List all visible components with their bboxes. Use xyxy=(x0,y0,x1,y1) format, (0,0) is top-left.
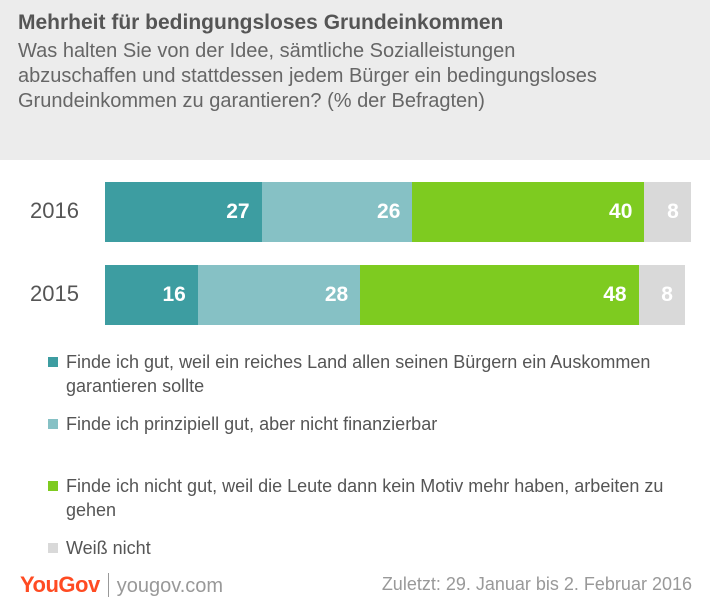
legend-item-4: Weiß nicht xyxy=(48,536,688,560)
survey-date-note: Zuletzt: 29. Januar bis 2. Februar 2016 xyxy=(381,574,692,594)
bar-segment-2016-1: 27 xyxy=(105,182,262,242)
legend-item-1: Finde ich gut, weil ein reiches Land all… xyxy=(48,350,688,398)
logo-gov-text: Gov xyxy=(58,572,100,597)
year-label-2016: 2016 xyxy=(30,198,79,223)
bar-segment-2016-4: 8 xyxy=(644,182,691,242)
bar-segment-2015-2: 28 xyxy=(197,265,361,325)
logo-you-text: You xyxy=(20,572,59,597)
footer: You Gov yougov.com Zuletzt: 29. Januar bi… xyxy=(0,568,710,604)
legend-swatch xyxy=(48,481,58,491)
bar-value-label: 26 xyxy=(377,200,401,223)
bar-value-label: 28 xyxy=(324,283,349,306)
legend-label: Finde ich prinzipiell gut, aber nicht fi… xyxy=(66,414,438,434)
bar-value-label: 48 xyxy=(603,283,627,306)
bar-segment-2015-1: 16 xyxy=(105,265,198,325)
bar-value-label: 40 xyxy=(609,200,633,223)
legend-swatch xyxy=(48,543,58,553)
legend-label: Finde ich gut, weil ein reiches Land all… xyxy=(66,352,651,396)
stacked-bar-chart: 2016 27 26 40 8 2015 16 28 48 8 xyxy=(0,170,710,340)
yougov-logo: You Gov yougov.com xyxy=(20,572,223,598)
bar-value-label: 8 xyxy=(661,283,673,306)
site-url: yougov.com xyxy=(116,575,224,597)
year-label-2015: 2015 xyxy=(30,281,79,306)
legend-item-2: Finde ich prinzipiell gut, aber nicht fi… xyxy=(48,412,688,436)
bar-value-label: 27 xyxy=(226,200,250,223)
chart-header: Mehrheit für bedingungsloses Grundeinkom… xyxy=(0,0,710,160)
legend-swatch xyxy=(48,357,58,367)
bar-segment-2016-2: 26 xyxy=(261,182,413,242)
bar-row-2016: 27 26 40 8 xyxy=(105,182,691,242)
logo-divider xyxy=(107,573,109,597)
bar-row-2015: 16 28 48 8 xyxy=(105,265,685,325)
chart-subtitle: Was halten Sie von der Idee, sämtliche S… xyxy=(18,40,597,112)
bar-segment-2015-3: 48 xyxy=(360,265,639,325)
legend-label: Finde ich nicht gut, weil die Leute dann… xyxy=(66,476,664,520)
legend-item-3: Finde ich nicht gut, weil die Leute dann… xyxy=(48,474,688,522)
legend-swatch xyxy=(48,419,58,429)
bar-segment-2016-3: 40 xyxy=(412,182,645,242)
bar-segment-2015-4: 8 xyxy=(638,265,685,325)
bar-value-label: 8 xyxy=(667,200,679,223)
legend-label: Weiß nicht xyxy=(66,538,151,558)
chart-title: Mehrheit für bedingungsloses Grundeinkom… xyxy=(18,11,504,34)
bar-value-label: 16 xyxy=(162,283,186,306)
